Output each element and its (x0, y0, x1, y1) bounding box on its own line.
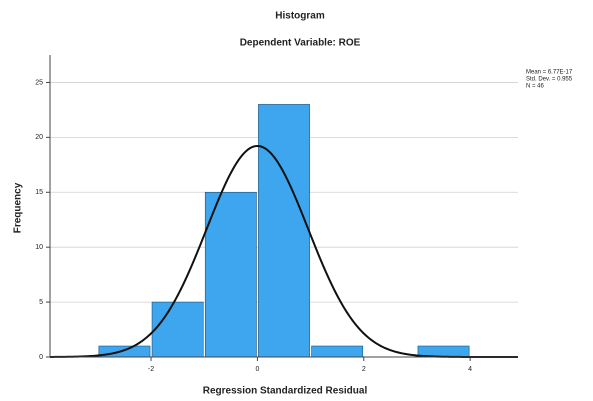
y-tick-label: 20 (35, 134, 43, 141)
y-tick-label: 15 (35, 189, 43, 196)
chart-subtitle: Dependent Variable: ROE (240, 38, 361, 49)
chart-title: Histogram (275, 11, 325, 22)
y-tick-label: 25 (35, 79, 43, 86)
x-tick-label: 4 (468, 366, 472, 373)
y-tick-label: 10 (35, 244, 43, 251)
y-tick-label: 0 (39, 354, 43, 361)
bar (204, 191, 257, 358)
stat-label: Std. Dev. = 0.955 (526, 77, 573, 83)
bar (258, 104, 310, 358)
y-axis-title: Frequency (13, 182, 24, 233)
bar (151, 301, 204, 358)
x-axis-title: Regression Standardized Residual (203, 386, 368, 397)
stat-label: Mean = 6.77E-17 (526, 70, 573, 76)
x-tick-label: -2 (148, 366, 154, 373)
x-tick-label: 2 (362, 366, 366, 373)
bar (311, 345, 364, 358)
x-tick-label: 0 (255, 366, 259, 373)
y-tick-label: 5 (39, 299, 43, 306)
stat-label: N = 46 (526, 84, 545, 90)
